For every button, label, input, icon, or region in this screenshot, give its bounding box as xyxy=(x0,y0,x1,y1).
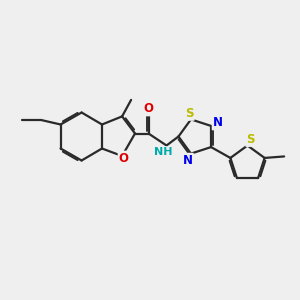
Text: N: N xyxy=(213,116,223,129)
Text: O: O xyxy=(143,102,153,116)
Text: S: S xyxy=(246,133,255,146)
Text: O: O xyxy=(118,152,129,165)
Text: N: N xyxy=(183,154,193,167)
Text: S: S xyxy=(185,107,194,120)
Text: NH: NH xyxy=(154,147,172,157)
